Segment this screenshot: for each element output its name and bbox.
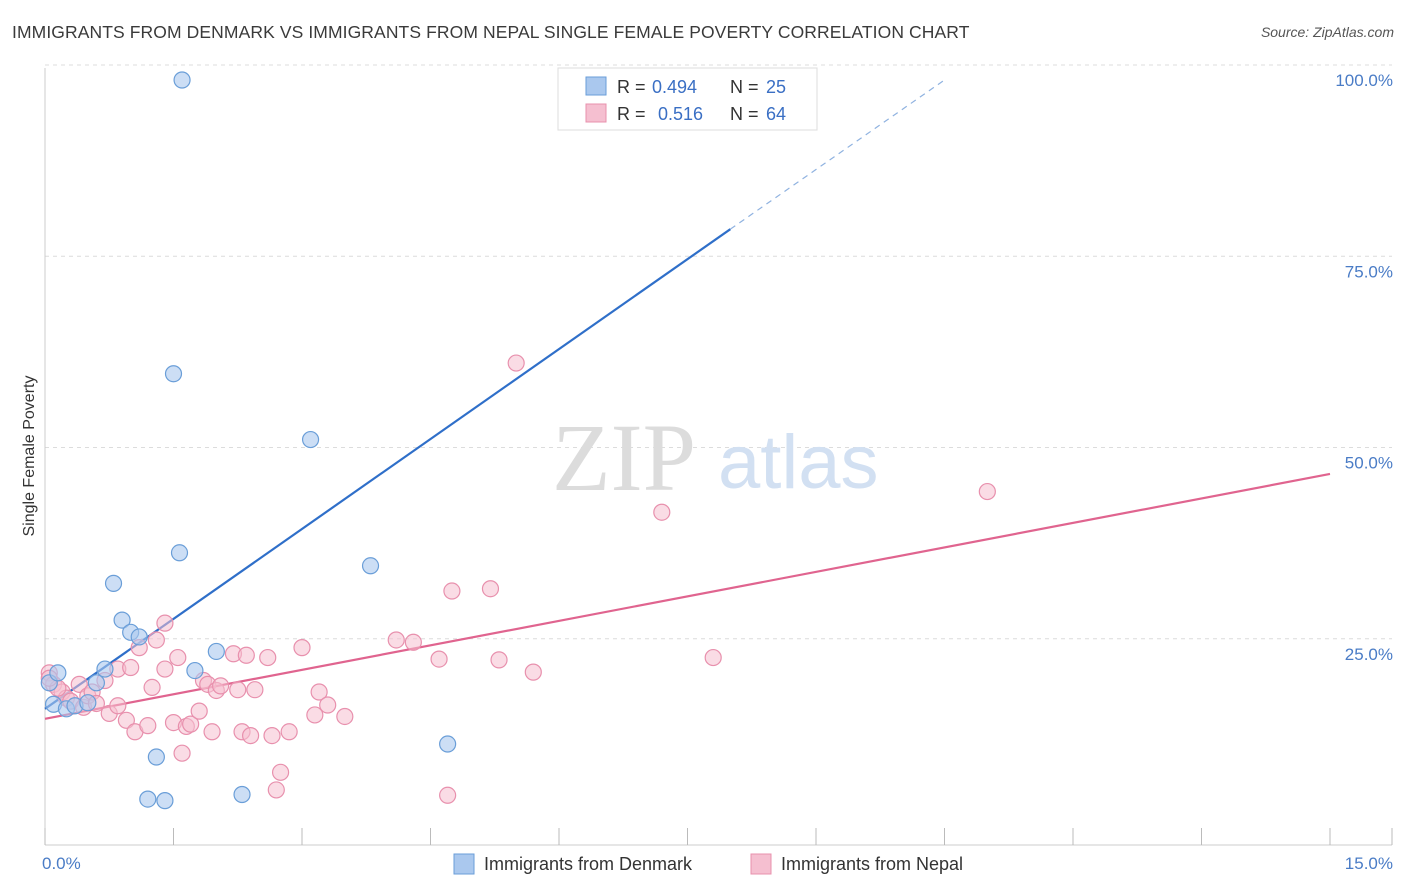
point-denmark [130,628,148,646]
point-denmark [79,694,97,712]
stats-nepal-swatch [585,103,607,123]
point-nepal [182,715,200,733]
y-tick-label: 75.0% [1345,262,1393,281]
legend-nepal-label: Immigrants from Nepal [781,854,963,874]
x-tick-label: 15.0% [1345,854,1393,873]
trend-line-nepal [44,472,1331,720]
point-denmark [156,792,174,810]
point-denmark [147,748,165,766]
point-denmark [173,71,191,89]
point-nepal [704,648,722,667]
chart-title: IMMIGRANTS FROM DENMARK VS IMMIGRANTS FR… [12,22,970,42]
gridlines [45,64,1392,640]
point-nepal [387,631,405,649]
point-nepal [490,651,508,669]
point-nepal [263,727,281,745]
point-nepal [173,744,191,762]
point-nepal [507,354,525,372]
point-nepal [70,675,88,693]
legend-nepal-swatch [750,853,772,875]
point-nepal [156,660,174,678]
y-tick-label: 100.0% [1335,71,1393,90]
point-nepal [310,683,328,701]
watermark: ZIP atlas [552,404,879,511]
y-tick-label: 50.0% [1345,454,1393,473]
watermark-zip: ZIP [552,404,696,511]
point-nepal [109,697,127,715]
point-denmark [49,664,67,682]
stats-denmark-swatch [585,76,607,96]
stats-denmark-r-label: R = [617,77,646,97]
scatter-points [40,71,996,810]
point-nepal [212,677,230,695]
point-nepal [190,702,208,720]
point-nepal [443,582,461,600]
point-denmark [87,674,106,692]
y-axis-label: Single Female Poverty [21,376,38,537]
stats-box: R = 0.494 N = 25 R = 0.516 N = 64 [557,67,818,131]
legend-denmark-swatch [453,853,475,875]
point-nepal [430,650,448,668]
point-nepal [143,678,161,697]
stats-denmark-n-label: N = [730,77,759,97]
point-nepal [139,717,157,735]
point-denmark [361,557,380,575]
point-denmark [301,430,320,449]
point-denmark [439,735,457,753]
source-label: Source: ZipAtlas.com [1260,24,1394,40]
point-nepal [147,631,165,649]
stats-denmark-n-value: 25 [766,77,786,97]
point-nepal [439,786,457,804]
point-nepal [280,723,298,741]
point-nepal [267,781,285,799]
point-nepal [229,681,247,699]
point-nepal [978,482,996,501]
point-nepal [122,658,140,677]
y-tick-labels: 25.0% 50.0% 75.0% 100.0% [1335,71,1393,664]
point-denmark [207,642,225,661]
point-nepal [259,648,277,667]
point-nepal [117,711,135,729]
point-denmark [139,790,157,808]
point-nepal [156,614,174,632]
x-tick-labels: 0.0% 15.0% [42,854,1393,873]
y-tick-label: 25.0% [1345,645,1393,664]
point-denmark [104,574,123,592]
point-nepal [203,723,221,741]
legend: Immigrants from Denmark Immigrants from … [453,853,963,875]
point-nepal [653,503,671,521]
legend-denmark-label: Immigrants from Denmark [484,854,693,874]
axes [44,68,1393,846]
point-nepal [293,639,311,657]
point-nepal [306,706,324,724]
point-denmark [164,365,183,383]
stats-denmark-r-value: 0.494 [652,77,697,97]
watermark-atlas: atlas [718,420,879,505]
point-denmark [113,611,131,629]
stats-nepal-r-label: R = [617,104,646,124]
point-denmark [170,544,189,562]
point-nepal [404,633,422,651]
point-denmark [233,785,251,804]
point-nepal [237,646,255,664]
point-denmark [96,660,114,678]
stats-nepal-r-value: 0.516 [658,104,703,124]
trend-lines [44,79,1331,720]
point-nepal [336,707,354,726]
x-tick-label: 0.0% [42,854,81,873]
point-nepal [246,681,264,699]
point-nepal [481,580,500,598]
point-nepal [319,696,337,714]
point-nepal [271,763,290,781]
point-nepal [169,648,187,667]
stats-nepal-n-label: N = [730,104,759,124]
stats-nepal-n-value: 64 [766,104,786,124]
point-denmark [186,661,204,680]
point-nepal [242,727,260,745]
point-nepal [524,663,542,681]
